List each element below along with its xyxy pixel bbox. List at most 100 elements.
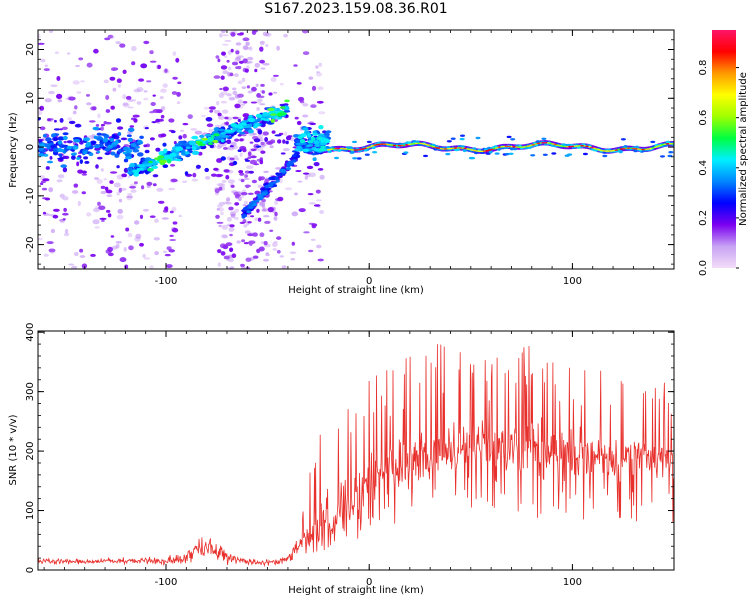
spectrogram-blob: [191, 150, 200, 155]
spectrogram-blob: [139, 214, 144, 219]
spectrogram-blob: [237, 134, 242, 137]
spectrogram-blob: [310, 238, 316, 241]
spectrogram-blob: [254, 122, 259, 127]
spectrogram-blob: [169, 152, 177, 157]
spectrogram-blob: [232, 90, 238, 96]
spectrogram-blob: [222, 70, 229, 75]
spectrogram-blob: [230, 184, 235, 188]
spectrogram-blob: [227, 179, 235, 184]
spectrogram-blob: [504, 152, 510, 156]
spectrogram-blob: [39, 126, 46, 131]
spectrogram-blob: [72, 110, 77, 115]
spectrogram-blob: [272, 74, 279, 77]
spectrogram-blob: [56, 93, 63, 99]
spectrogram-blob: [352, 157, 358, 160]
spectrogram-blob: [164, 253, 171, 257]
y-tick-label: -10: [25, 188, 36, 204]
y-tick-label: 10: [25, 92, 36, 105]
spectrogram-blob: [105, 121, 112, 125]
spectrogram-blob: [92, 106, 97, 111]
spectrogram-blob: [244, 68, 249, 73]
spectrogram-blob: [164, 206, 169, 212]
y-tick-label: -20: [25, 236, 36, 252]
spectrogram-blob: [143, 40, 150, 45]
spectrogram-blob: [169, 234, 174, 237]
spectrogram-blob: [82, 151, 88, 155]
spectrogram-blob: [585, 145, 589, 148]
spectrogram-blob: [67, 52, 71, 55]
spectrogram-blob: [270, 113, 277, 116]
spectrogram-blob: [63, 232, 70, 237]
spectrogram-blob: [294, 116, 299, 120]
spectrogram-blob: [126, 134, 132, 137]
spectrogram-blob: [114, 153, 120, 158]
spectrogram-blob: [209, 144, 214, 149]
spectrogram-blob: [215, 55, 220, 59]
colorbar-tick-label: 0.2: [698, 210, 709, 226]
spectrogram-blob: [313, 162, 320, 167]
spectrogram-blob: [95, 124, 100, 127]
spectrogram-blob: [216, 158, 223, 163]
spectrogram-blob: [250, 148, 257, 152]
spectrogram-blob: [185, 151, 190, 155]
spectrogram-blob: [246, 165, 254, 169]
spectrogram-blob: [42, 134, 47, 138]
spectrogram-blob: [58, 153, 63, 157]
spectrogram-blob: [218, 207, 224, 212]
spectrogram-blob: [155, 118, 161, 123]
spectrogram-blob: [99, 217, 107, 220]
spectrogram-blob: [668, 151, 674, 154]
spectrogram-blob: [247, 151, 252, 157]
spectrogram-blob: [618, 150, 623, 154]
spectrogram-blob: [160, 88, 167, 93]
spectrogram-blob: [221, 109, 229, 114]
spectrogram-blob: [137, 139, 143, 144]
spectrogram-blob: [97, 113, 101, 119]
spectrogram-blob: [117, 148, 123, 154]
spectrogram-blob: [222, 244, 229, 250]
spectrogram-blob: [173, 141, 177, 145]
spectrogram-blob: [122, 102, 129, 106]
spectrogram-blob: [110, 105, 115, 110]
spectrogram-blob: [372, 151, 378, 154]
spectrogram-blob: [241, 120, 249, 123]
spectrogram-blob: [213, 167, 219, 171]
spectrogram-blob: [494, 152, 500, 155]
spectrogram-blob: [56, 76, 61, 81]
spectrogram-blob: [272, 181, 278, 184]
spectrogram-blob: [229, 224, 235, 228]
spectrogram-blob: [308, 76, 314, 80]
spectrogram-blob: [334, 156, 339, 160]
spectrogram-blob: [151, 121, 157, 124]
spectrogram-blob: [223, 169, 230, 173]
spectrogram-blob: [93, 177, 100, 180]
spectrogram-blob: [291, 211, 298, 217]
spectrogram-blob: [226, 216, 232, 222]
spectrogram-blob: [352, 140, 357, 144]
spectrogram-blob: [89, 120, 96, 123]
spectrogram-blob: [139, 135, 144, 139]
spectrogram-blob: [62, 132, 69, 136]
spectrogram-blob: [71, 190, 79, 194]
spectrogram-blob: [86, 212, 92, 217]
spectrogram-blob: [122, 94, 127, 100]
spectrogram-blob: [226, 197, 231, 202]
spectrogram-blob: [220, 211, 224, 216]
spectrogram-blob: [131, 45, 137, 52]
spectrogram-blob: [73, 251, 79, 257]
spectrogram-blob: [239, 32, 244, 35]
spectrogram-blob: [302, 51, 310, 55]
spectrogram-blob: [227, 50, 232, 55]
spectrogram-blob: [129, 125, 135, 128]
spectrogram-blob: [163, 250, 168, 254]
spectrogram-blob: [143, 144, 148, 148]
spectrogram-blob: [100, 123, 105, 127]
spectrogram-blob: [150, 102, 156, 106]
spectrogram-blob: [188, 140, 196, 146]
spectrogram-blob: [220, 65, 228, 70]
spectrogram-blob: [123, 247, 127, 252]
spectrogram-blob: [175, 146, 184, 151]
spectrogram-blob: [277, 139, 282, 144]
spectrogram-blob: [512, 146, 516, 148]
spectrogram-blob: [162, 164, 169, 169]
